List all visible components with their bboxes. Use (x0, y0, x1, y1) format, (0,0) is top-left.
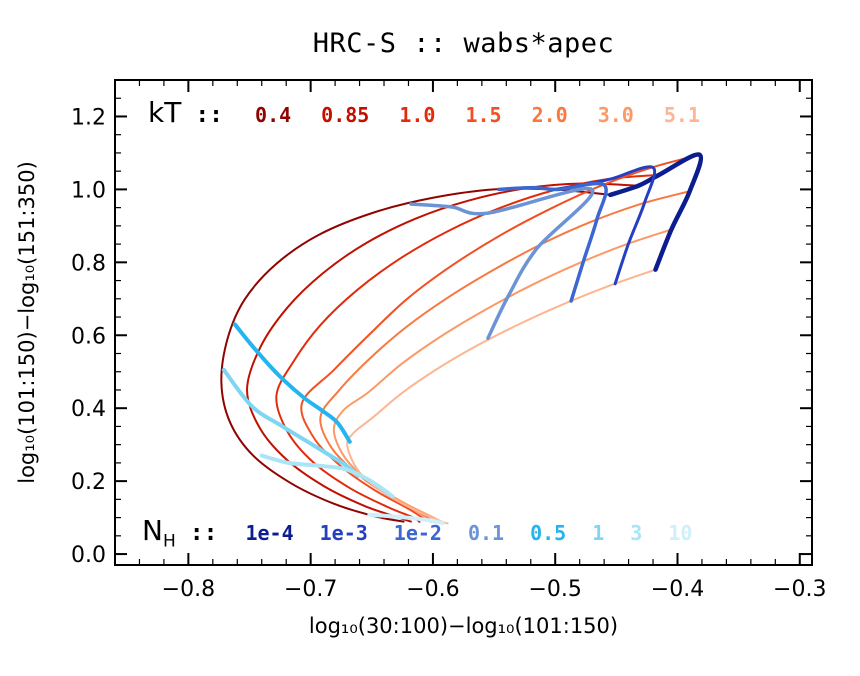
legend-nh-value-10: 10 (668, 521, 693, 545)
curve-kT-3.0 (332, 228, 673, 524)
legend-nh-value-1e-2: 1e-2 (393, 521, 442, 545)
legend-nh-separator: :: (189, 520, 218, 546)
legend-kt: kT :: 0.4 0.85 1.0 1.5 2.0 3.0 5.1 (148, 96, 700, 129)
y-tick-label: 0.6 (71, 324, 106, 349)
y-tick-label: 1.2 (71, 105, 106, 130)
legend-kt-label: kT (148, 96, 182, 129)
legend-nh-label: NH (142, 514, 176, 552)
x-tick-label: −0.5 (528, 577, 581, 602)
x-axis-label: log₁₀(30:100)−log₁₀(101:150) (309, 614, 618, 638)
curve-kT-1.5 (300, 153, 701, 523)
curve-NH-10 (367, 512, 445, 526)
y-tick-label: 0.0 (71, 543, 106, 568)
legend-nh-label-subscript: H (162, 531, 176, 552)
legend-nh-value-3: 3 (630, 521, 643, 545)
curve-NH-0.1 (409, 186, 595, 340)
legend-kt-value-1.0: 1.0 (399, 103, 436, 127)
y-tick-label: 1.0 (71, 178, 106, 203)
legend-nh-value-0.5: 0.5 (530, 521, 567, 545)
legend-nh: NH :: 1e-4 1e-3 1e-2 0.1 0.5 1 3 10 (142, 514, 692, 552)
y-tick-label: 0.2 (71, 470, 106, 495)
y-tick-label: 0.4 (71, 397, 106, 422)
x-tick-label: −0.3 (773, 577, 826, 602)
curve-NH-1e-2 (497, 181, 608, 303)
curve-NH-3 (259, 453, 395, 499)
legend-nh-value-1: 1 (592, 521, 605, 545)
curve-kT-1.0 (275, 173, 661, 523)
legend-nh-value-1e-3: 1e-3 (319, 521, 368, 545)
curve-NH-1 (221, 367, 361, 478)
legend-kt-value-2.0: 2.0 (531, 103, 568, 127)
legend-kt-value-1.5: 1.5 (465, 103, 502, 127)
legend-nh-value-0.1: 0.1 (467, 521, 505, 545)
x-tick-label: −0.6 (406, 577, 459, 602)
curve-NH-1e-4 (607, 152, 704, 272)
x-tick-label: −0.4 (651, 577, 704, 602)
legend-kt-value-0.4: 0.4 (255, 103, 292, 127)
legend-nh-values: 1e-4 1e-3 1e-2 0.1 0.5 1 3 10 (245, 521, 692, 545)
curve-kT-5.1 (346, 268, 657, 525)
curve-NH-0.5 (232, 322, 352, 444)
y-tick-label: 0.8 (71, 251, 106, 276)
legend-kt-value-3.0: 3.0 (597, 103, 634, 127)
y-axis-label: log₁₀(101:150)−log₁₀(151:350) (15, 161, 39, 484)
legend-kt-value-5.1: 5.1 (663, 103, 700, 127)
legend-nh-value-1e-4: 1e-4 (245, 521, 294, 545)
x-tick-label: −0.7 (284, 577, 337, 602)
legend-kt-value-0.85: 0.85 (321, 103, 370, 127)
curve-kT-0.85 (246, 182, 640, 523)
x-tick-label: −0.8 (162, 577, 215, 602)
curves-layer (220, 152, 704, 526)
plot-frame (114, 79, 813, 566)
legend-kt-separator: :: (195, 102, 224, 128)
chart-title: HRC-S :: wabs*apec (312, 28, 615, 59)
curve-kT-0.4 (220, 187, 612, 523)
legend-kt-values: 0.4 0.85 1.0 1.5 2.0 3.0 5.1 (255, 103, 700, 127)
